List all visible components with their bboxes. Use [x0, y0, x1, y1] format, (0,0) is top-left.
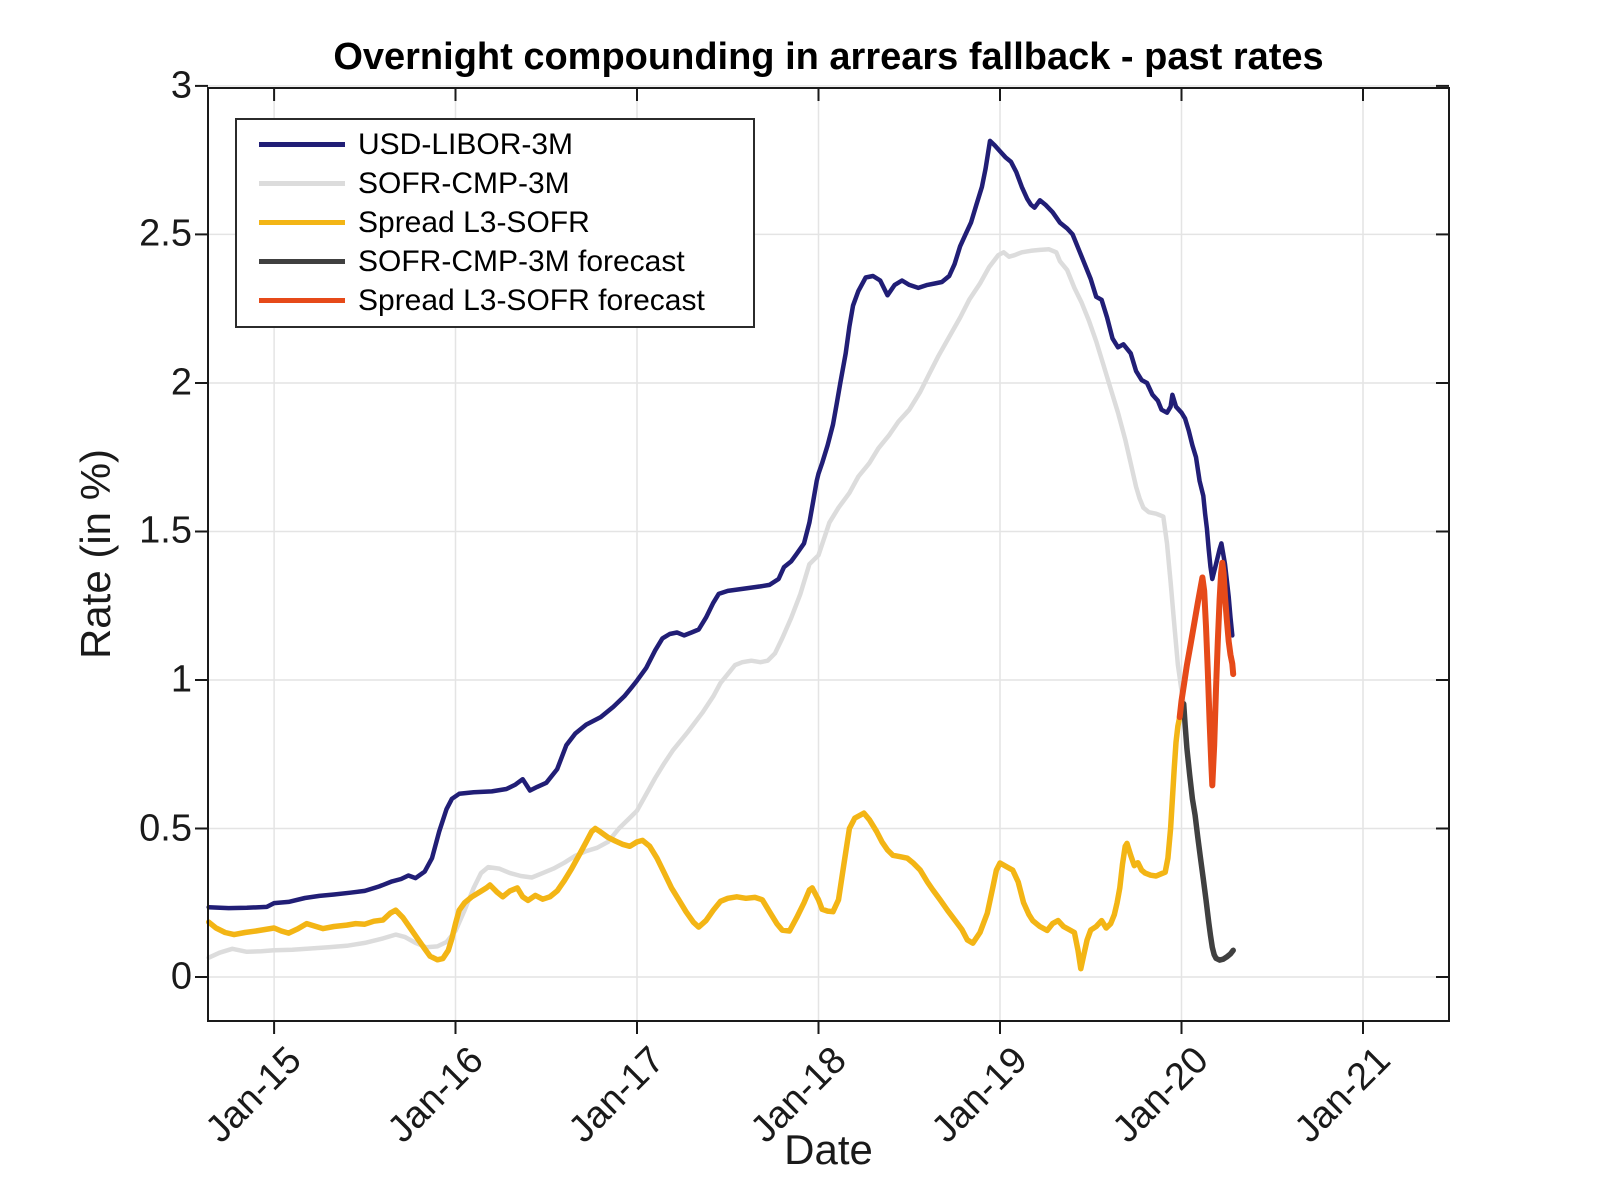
series-sofr-cmp-3m-forecast [1180, 701, 1236, 963]
y-tick-label-1: 1 [170, 658, 192, 701]
y-axis-label: Rate (in %) [72, 448, 119, 660]
series-sofr-cmp-3m [206, 247, 1186, 960]
y-tick-label-3: 3 [170, 64, 192, 107]
legend-item-sofr-cmp-3m: SOFR-CMP-3M [237, 164, 753, 203]
legend-label: USD-LIBOR-3M [358, 127, 574, 161]
legend-item-sofr-cmp-3m-forecast: SOFR-CMP-3M forecast [237, 242, 753, 281]
plot-area [195, 84, 1450, 1034]
x-axis-label: Date [784, 1126, 873, 1173]
legend-label: Spread L3-SOFR [358, 205, 590, 239]
legend-line-swatch [259, 220, 345, 225]
series-usd-libor-3m [206, 138, 1235, 911]
legend-line-swatch [259, 142, 345, 147]
series-spread-l3-sofr-forecast [1176, 559, 1237, 789]
legend-line-swatch [259, 181, 345, 186]
legend-line-swatch [259, 259, 345, 264]
y-tick-label-2.5: 2.5 [139, 212, 192, 255]
chart-title: Overnight compounding in arrears fallbac… [333, 36, 1324, 78]
legend-label: Spread L3-SOFR forecast [358, 283, 705, 317]
legend-item-spread-l3-sofr: Spread L3-SOFR [237, 203, 753, 242]
legend-label: SOFR-CMP-3M [358, 166, 570, 200]
y-tick-label-1.5: 1.5 [139, 509, 192, 552]
legend-item-usd-libor-3m: USD-LIBOR-3M [237, 125, 753, 164]
legend-item-spread-l3-sofr-forecast: Spread L3-SOFR forecast [237, 281, 753, 320]
y-tick-label-0.5: 0.5 [139, 807, 192, 850]
legend-line-swatch [259, 298, 345, 303]
axes-frame [207, 87, 1450, 1022]
series-spread-l3-sofr [205, 714, 1183, 972]
y-tick-label-0: 0 [170, 955, 192, 998]
y-tick-label-2: 2 [170, 361, 192, 404]
legend: USD-LIBOR-3M SOFR-CMP-3M Spread L3-SOFR SOF… [235, 118, 755, 328]
legend-label: SOFR-CMP-3M forecast [358, 244, 685, 278]
